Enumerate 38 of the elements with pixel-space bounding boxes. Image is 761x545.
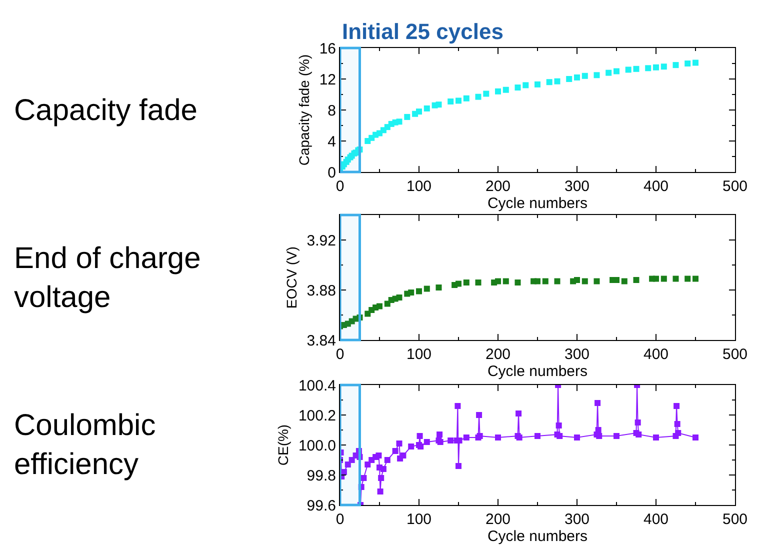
text: Capacity fade [14, 94, 198, 127]
x-tick-label: 400 [643, 511, 669, 528]
y-axis-title: Capacity fade (%) [296, 54, 312, 166]
x-tick-label: 400 [643, 178, 669, 195]
y-tick-label: 4 [328, 133, 336, 150]
x-tick-label: 100 [406, 346, 432, 363]
y-tick-label: 0 [328, 164, 336, 182]
y-tick-label: 99.8 [306, 467, 336, 484]
x-tick-label: 500 [722, 178, 748, 195]
x-tick-label: 500 [722, 346, 748, 363]
y-tick-label: 3.92 [306, 232, 336, 250]
x-tick-label: 200 [485, 511, 511, 528]
y-tick-label: 100.2 [298, 407, 336, 424]
y-tick-label: 99.6 [306, 497, 336, 514]
x-tick-label: 300 [564, 511, 590, 528]
y-axis-title: CE(%) [275, 424, 292, 466]
x-axis-title: Cycle numbers [487, 363, 588, 380]
x-tick-label: 300 [564, 346, 590, 363]
y-tick-label: 8 [328, 102, 336, 120]
band-label: Initial 25 cycles [342, 19, 504, 44]
x-tick-label: 400 [643, 346, 669, 363]
text: End of charge voltage [14, 242, 201, 314]
y-tick-label: 3.84 [306, 332, 336, 350]
y-tick-label: 3.88 [306, 282, 336, 300]
y-axis-title: EOCV (V) [283, 246, 300, 309]
x-tick-label: 100 [406, 511, 432, 528]
x-tick-label: 200 [485, 346, 511, 363]
text: Coulombic efficiency [14, 409, 156, 481]
x-axis-title: Cycle numbers [487, 528, 588, 545]
x-tick-label: 200 [485, 178, 511, 195]
y-tick-label: 16 [319, 40, 336, 58]
x-tick-label: 300 [564, 178, 590, 195]
x-tick-label: 500 [722, 511, 748, 528]
x-tick-label: 100 [406, 178, 432, 195]
y-tick-label: 100.0 [298, 437, 336, 454]
y-tick-label: 100.4 [298, 377, 336, 394]
y-tick-label: 12 [319, 71, 336, 88]
x-axis-title: Cycle numbers [487, 195, 588, 212]
